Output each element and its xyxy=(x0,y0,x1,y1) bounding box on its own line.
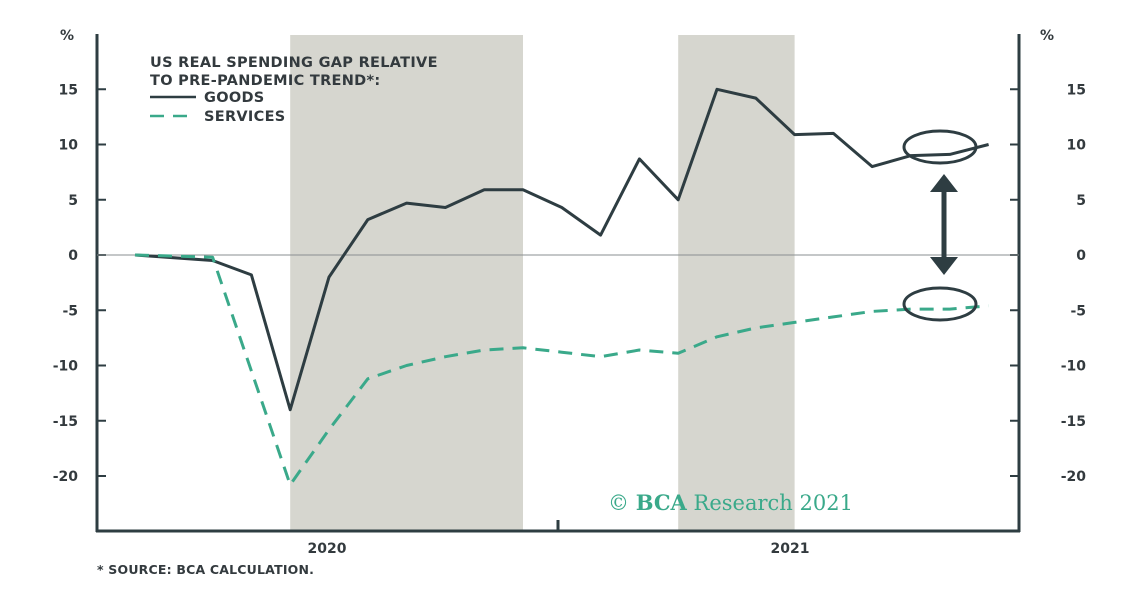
right-tick-label-0: 15 xyxy=(1067,82,1086,98)
left-tick-label-5: -10 xyxy=(53,359,79,375)
left-tick-label-2: 5 xyxy=(68,193,78,209)
double-arrow-icon xyxy=(930,174,958,275)
series-line-services xyxy=(134,253,989,487)
source-footnote: * SOURCE: BCA CALCULATION. xyxy=(97,562,315,577)
right-tick-label-6: -15 xyxy=(1061,414,1086,430)
left-tick-label-1: 10 xyxy=(59,138,79,154)
left-tick-label-4: -5 xyxy=(62,303,78,319)
left-tick-label-7: -20 xyxy=(53,469,79,485)
left-tick-label-3: 0 xyxy=(68,248,78,264)
x-label-2021: 2021 xyxy=(771,541,810,557)
x-label-2020: 2020 xyxy=(308,541,347,557)
right-unit-label: % xyxy=(1040,28,1054,44)
chart-title-line1: US REAL SPENDING GAP RELATIVE xyxy=(150,55,438,71)
series-lines xyxy=(134,87,989,487)
services-end-circle xyxy=(902,286,978,322)
legend-goods-label: GOODS xyxy=(204,90,265,106)
right-tick-label-3: 0 xyxy=(1076,248,1086,264)
legend-services-label: SERVICES xyxy=(204,109,286,125)
shaded-period-2 xyxy=(678,35,795,530)
right-tick-label-1: 10 xyxy=(1067,138,1087,154)
goods-end-circle xyxy=(902,129,978,165)
series-line-goods xyxy=(134,87,989,412)
right-tick-label-2: 5 xyxy=(1076,193,1086,209)
left-unit-label: % xyxy=(60,28,74,44)
watermark: © BCA Research 2021 xyxy=(608,490,853,515)
chart-title-line2: TO PRE-PANDEMIC TREND*: xyxy=(150,73,381,89)
left-tick-label-6: -15 xyxy=(53,414,78,430)
shaded-periods xyxy=(290,35,795,530)
left-tick-label-0: 15 xyxy=(59,82,78,98)
right-tick-label-5: -10 xyxy=(1061,359,1087,375)
right-tick-label-4: -5 xyxy=(1070,303,1086,319)
right-tick-label-7: -20 xyxy=(1061,469,1087,485)
shaded-period-1 xyxy=(290,35,523,530)
